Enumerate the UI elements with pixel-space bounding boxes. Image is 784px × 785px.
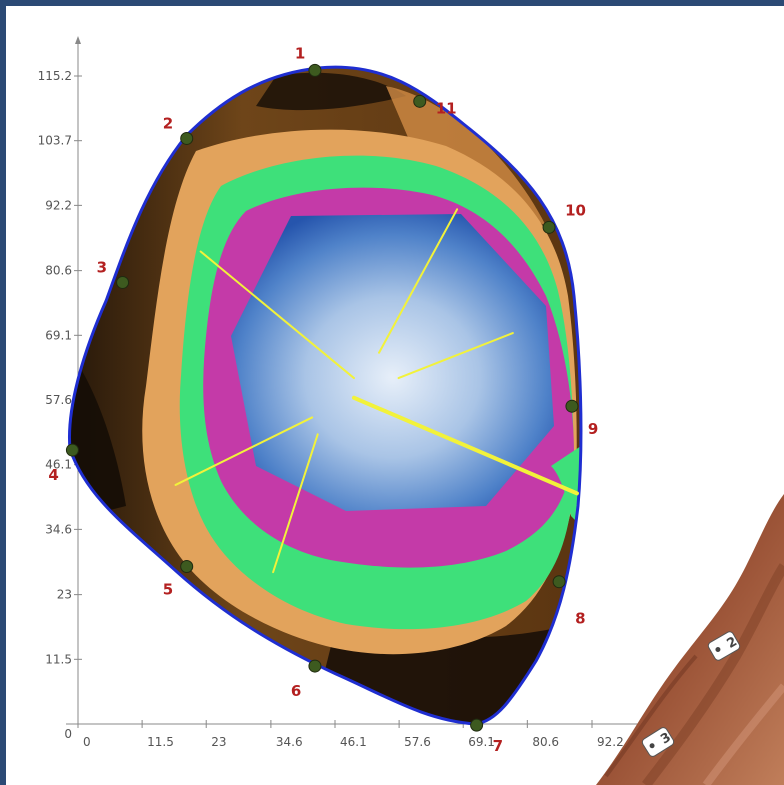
x-tick-label: 69.1 bbox=[468, 735, 495, 749]
y-tick-label: 115.2 bbox=[38, 69, 72, 83]
point-marker[interactable] bbox=[309, 660, 321, 672]
boundary-point-2[interactable]: 2 bbox=[163, 114, 193, 144]
boundary-point-6[interactable]: 6 bbox=[291, 660, 321, 700]
x-tick-label: 11.5 bbox=[147, 735, 174, 749]
y-tick-label: 57.6 bbox=[45, 393, 72, 407]
plot-frame: 0 11.5 23 34.6 46.1 57.6 69.1 80.6 92.2 0 11.5 23 3… bbox=[6, 6, 784, 785]
point-marker[interactable] bbox=[309, 64, 321, 76]
point-label: 6 bbox=[291, 682, 301, 700]
x-tick-label: 57.6 bbox=[404, 735, 431, 749]
point-label: 9 bbox=[588, 420, 598, 438]
point-label: 2 bbox=[163, 114, 173, 132]
point-label: 1 bbox=[295, 44, 305, 62]
point-label: 3 bbox=[97, 258, 107, 276]
point-marker[interactable] bbox=[471, 719, 483, 731]
y-tick-label: 23 bbox=[57, 588, 72, 602]
terrain-map-image bbox=[596, 494, 784, 785]
y-tick-label: 34.6 bbox=[45, 522, 72, 536]
x-tick-label: 34.6 bbox=[276, 735, 303, 749]
y-tick-label: 11.5 bbox=[45, 652, 72, 666]
point-marker[interactable] bbox=[181, 561, 193, 573]
y-tick-label: 69.1 bbox=[45, 328, 72, 342]
point-marker[interactable] bbox=[117, 276, 129, 288]
point-marker[interactable] bbox=[181, 132, 193, 144]
y-tick-label: 0 bbox=[64, 727, 72, 741]
point-label: 8 bbox=[575, 610, 585, 628]
point-label: 4 bbox=[48, 466, 58, 484]
y-tick-label: 92.2 bbox=[45, 198, 72, 212]
y-tick-label: 80.6 bbox=[45, 264, 72, 278]
point-label: 11 bbox=[436, 99, 457, 117]
point-marker[interactable] bbox=[566, 400, 578, 412]
point-marker[interactable] bbox=[553, 576, 565, 588]
x-tick-label: 23 bbox=[211, 735, 226, 749]
y-tick-label: 103.7 bbox=[38, 134, 72, 148]
point-label: 5 bbox=[163, 581, 173, 599]
point-marker[interactable] bbox=[66, 444, 78, 456]
point-label: 10 bbox=[565, 201, 586, 219]
x-tick-label: 92.2 bbox=[597, 735, 624, 749]
x-tick-label: 0 bbox=[83, 735, 91, 749]
point-marker[interactable] bbox=[543, 221, 555, 233]
point-marker[interactable] bbox=[414, 95, 426, 107]
point-label: 7 bbox=[493, 737, 503, 755]
zone-fill bbox=[46, 46, 606, 746]
contour-plot[interactable]: 0 11.5 23 34.6 46.1 57.6 69.1 80.6 92.2 011.5233… bbox=[6, 6, 784, 785]
x-tick-label: 80.6 bbox=[532, 735, 559, 749]
x-tick-label: 46.1 bbox=[340, 735, 367, 749]
